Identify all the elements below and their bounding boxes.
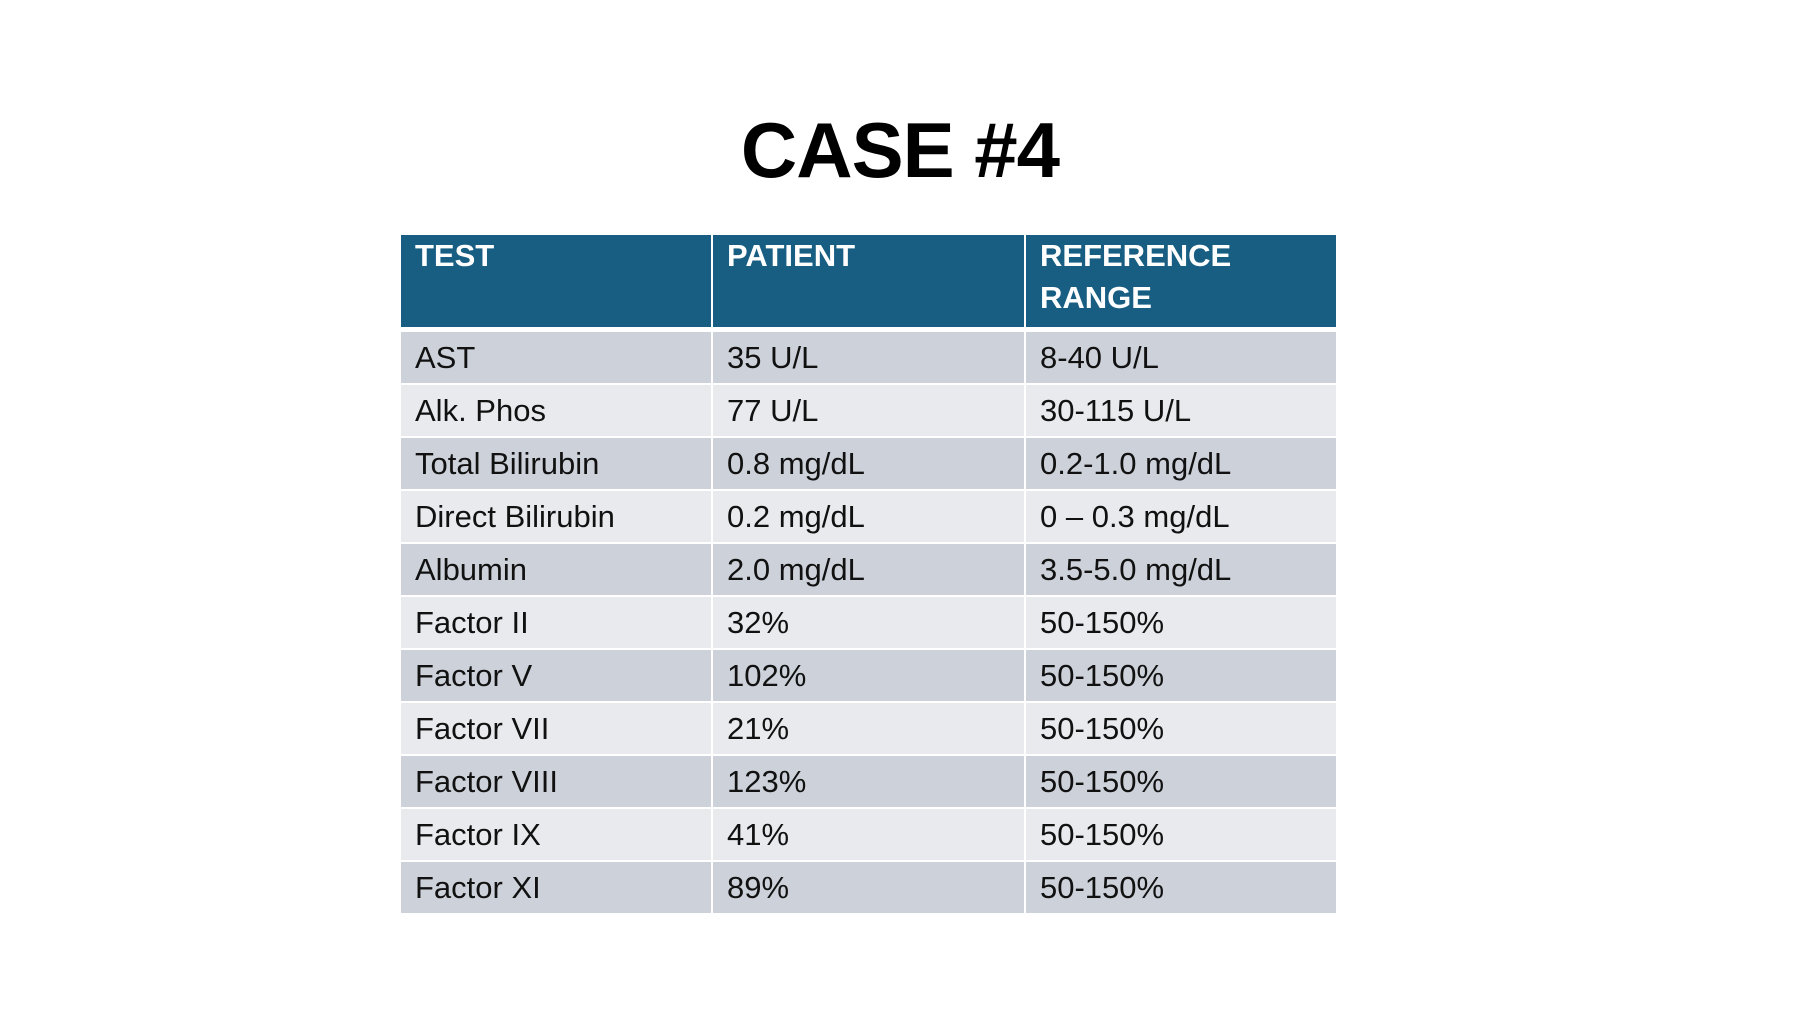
reference-range-cell: 30-115 U/L (1024, 383, 1338, 438)
table-row: AST 35 U/L 8-40 U/L (399, 328, 1338, 385)
table-header: TEST PATIENT REFERENCE RANGE (399, 233, 1338, 332)
table-row: Factor V 102% 50-150% (399, 648, 1338, 703)
patient-value-cell: 102% (711, 648, 1026, 703)
header-test: TEST (399, 233, 713, 332)
reference-range-cell: 50-150% (1024, 595, 1338, 650)
table-row: Total Bilirubin 0.8 mg/dL 0.2-1.0 mg/dL (399, 436, 1338, 491)
patient-value-cell: 2.0 mg/dL (711, 542, 1026, 597)
patient-value-cell: 89% (711, 860, 1026, 915)
test-name-cell: Factor VII (399, 701, 713, 756)
header-row: TEST PATIENT REFERENCE RANGE (399, 233, 1338, 332)
test-name-cell: Factor II (399, 595, 713, 650)
patient-value-cell: 41% (711, 807, 1026, 862)
slide-title: CASE #4 (740, 106, 1060, 194)
table-row: Albumin 2.0 mg/dL 3.5-5.0 mg/dL (399, 542, 1338, 597)
reference-range-cell: 50-150% (1024, 860, 1338, 915)
table-body: AST 35 U/L 8-40 U/L Alk. Phos 77 U/L 30-… (399, 328, 1338, 915)
reference-range-cell: 0.2-1.0 mg/dL (1024, 436, 1338, 491)
reference-range-cell: 0 – 0.3 mg/dL (1024, 489, 1338, 544)
test-name-cell: Factor V (399, 648, 713, 703)
lab-results-table: TEST PATIENT REFERENCE RANGE AST 35 U/L … (399, 233, 1338, 915)
table-row: Direct Bilirubin 0.2 mg/dL 0 – 0.3 mg/dL (399, 489, 1338, 544)
table-row: Factor VII 21% 50-150% (399, 701, 1338, 756)
test-name-cell: Factor XI (399, 860, 713, 915)
reference-range-cell: 3.5-5.0 mg/dL (1024, 542, 1338, 597)
reference-range-cell: 50-150% (1024, 807, 1338, 862)
table-row: Factor II 32% 50-150% (399, 595, 1338, 650)
patient-value-cell: 21% (711, 701, 1026, 756)
header-patient: PATIENT (711, 233, 1026, 332)
patient-value-cell: 0.2 mg/dL (711, 489, 1026, 544)
patient-value-cell: 35 U/L (711, 328, 1026, 385)
patient-value-cell: 32% (711, 595, 1026, 650)
test-name-cell: Factor VIII (399, 754, 713, 809)
table-row: Factor XI 89% 50-150% (399, 860, 1338, 915)
reference-range-cell: 8-40 U/L (1024, 328, 1338, 385)
patient-value-cell: 123% (711, 754, 1026, 809)
table-row: Factor VIII 123% 50-150% (399, 754, 1338, 809)
patient-value-cell: 77 U/L (711, 383, 1026, 438)
table-row: Alk. Phos 77 U/L 30-115 U/L (399, 383, 1338, 438)
reference-range-cell: 50-150% (1024, 754, 1338, 809)
test-name-cell: Direct Bilirubin (399, 489, 713, 544)
header-reference-range: REFERENCE RANGE (1024, 233, 1338, 332)
test-name-cell: Alk. Phos (399, 383, 713, 438)
table-row: Factor IX 41% 50-150% (399, 807, 1338, 862)
test-name-cell: Total Bilirubin (399, 436, 713, 491)
reference-range-cell: 50-150% (1024, 701, 1338, 756)
patient-value-cell: 0.8 mg/dL (711, 436, 1026, 491)
test-name-cell: AST (399, 328, 713, 385)
test-name-cell: Factor IX (399, 807, 713, 862)
reference-range-cell: 50-150% (1024, 648, 1338, 703)
test-name-cell: Albumin (399, 542, 713, 597)
